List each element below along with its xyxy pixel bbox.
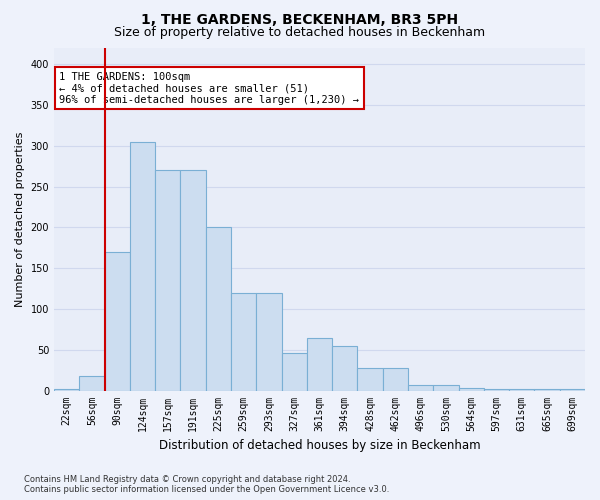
Bar bbox=[307, 338, 332, 391]
Text: 1, THE GARDENS, BECKENHAM, BR3 5PH: 1, THE GARDENS, BECKENHAM, BR3 5PH bbox=[142, 12, 458, 26]
Text: Contains HM Land Registry data © Crown copyright and database right 2024.
Contai: Contains HM Land Registry data © Crown c… bbox=[24, 474, 389, 494]
Y-axis label: Number of detached properties: Number of detached properties bbox=[15, 132, 25, 307]
Bar bbox=[281, 352, 307, 391]
X-axis label: Distribution of detached houses by size in Beckenham: Distribution of detached houses by size … bbox=[159, 440, 481, 452]
Bar bbox=[79, 376, 104, 391]
Bar bbox=[484, 390, 509, 391]
Bar bbox=[155, 170, 181, 391]
Bar bbox=[535, 390, 560, 391]
Bar bbox=[560, 390, 585, 391]
Bar bbox=[104, 252, 130, 391]
Bar bbox=[54, 390, 79, 391]
Text: Size of property relative to detached houses in Beckenham: Size of property relative to detached ho… bbox=[115, 26, 485, 39]
Bar bbox=[206, 228, 231, 391]
Bar bbox=[256, 293, 281, 391]
Text: 1 THE GARDENS: 100sqm
← 4% of detached houses are smaller (51)
96% of semi-detac: 1 THE GARDENS: 100sqm ← 4% of detached h… bbox=[59, 72, 359, 104]
Bar bbox=[509, 390, 535, 391]
Bar bbox=[130, 142, 155, 391]
Bar bbox=[181, 170, 206, 391]
Bar bbox=[458, 388, 484, 391]
Bar bbox=[383, 368, 408, 391]
Bar bbox=[433, 384, 458, 391]
Bar bbox=[231, 293, 256, 391]
Bar bbox=[358, 368, 383, 391]
Bar bbox=[332, 346, 358, 391]
Bar bbox=[408, 384, 433, 391]
